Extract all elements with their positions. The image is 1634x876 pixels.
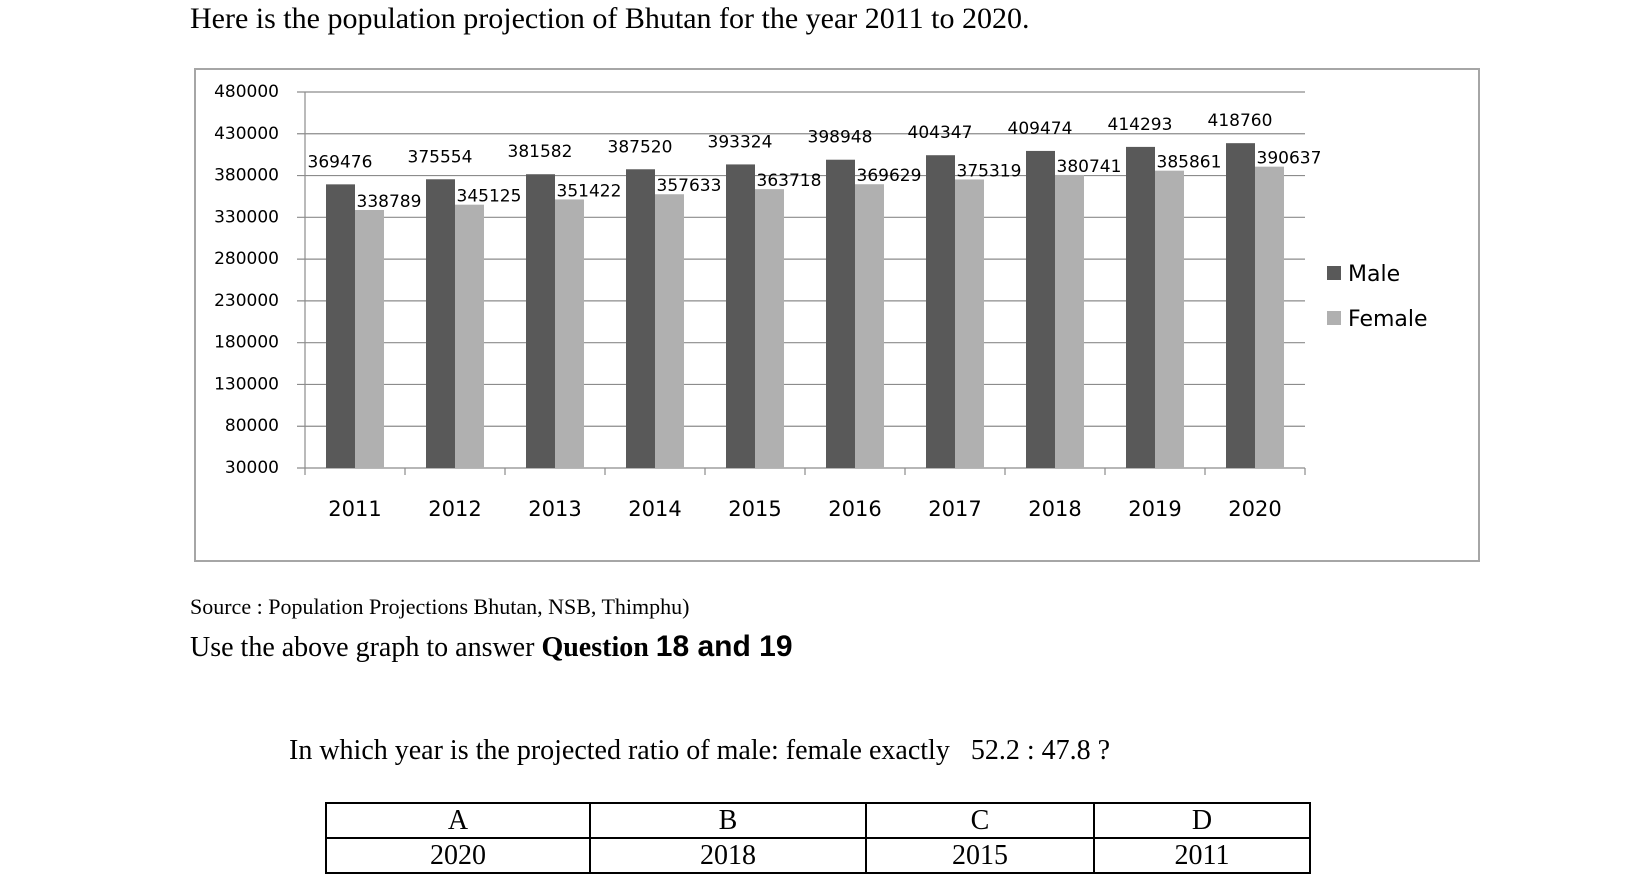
y-tick-label: 30000 xyxy=(225,458,279,478)
x-tick-label: 2016 xyxy=(828,497,881,521)
y-tick-label: 230000 xyxy=(214,291,279,311)
male-bar xyxy=(926,155,955,468)
option-letter: B xyxy=(589,802,867,839)
chart-frame xyxy=(194,68,1480,562)
options-table: A B C D 2020 2018 2015 2011 xyxy=(325,802,1311,874)
female-bar xyxy=(555,199,584,468)
female-data-label: 363718 xyxy=(757,171,822,191)
question-text: In which year is the projected ratio of … xyxy=(289,735,1111,766)
female-bar xyxy=(755,189,784,468)
male-data-label: 369476 xyxy=(308,152,373,172)
female-data-label: 357633 xyxy=(657,176,722,196)
option-value: 2011 xyxy=(1093,837,1311,874)
female-data-label: 351422 xyxy=(557,181,622,201)
male-data-label: 404347 xyxy=(908,123,973,143)
x-tick-label: 2017 xyxy=(928,497,981,521)
population-bar-chart: 480000 430000 380000 330000 280000 230000 1800… xyxy=(214,82,1428,521)
instruction-line: Use the above graph to answer Question 1… xyxy=(190,630,793,664)
y-tick-label: 80000 xyxy=(225,416,279,436)
male-data-label: 375554 xyxy=(408,147,473,167)
option-value: 2020 xyxy=(325,837,591,874)
y-tick-label: 180000 xyxy=(214,333,279,353)
female-data-label: 338789 xyxy=(357,192,422,212)
male-data-label: 381582 xyxy=(508,142,573,162)
female-bar xyxy=(1055,174,1084,468)
instruction-prefix: Use the above graph to answer xyxy=(190,632,542,663)
x-tick-label: 2020 xyxy=(1228,497,1281,521)
female-data-label: 385861 xyxy=(1157,153,1222,173)
male-data-label: 418760 xyxy=(1208,111,1273,131)
male-bar xyxy=(1126,146,1155,468)
x-tick-label: 2018 xyxy=(1028,497,1081,521)
options-letter-row: A B C D xyxy=(325,802,1311,839)
female-bar xyxy=(855,184,884,468)
x-tick-label: 2019 xyxy=(1128,497,1181,521)
x-tick-label: 2011 xyxy=(328,497,381,521)
female-data-label: 345125 xyxy=(457,187,522,207)
male-bar xyxy=(1226,143,1255,468)
y-tick-label: 330000 xyxy=(214,207,279,227)
option-value: 2018 xyxy=(589,837,867,874)
male-bar xyxy=(1026,150,1055,468)
male-bar xyxy=(726,164,755,468)
option-letter: A xyxy=(325,802,591,839)
female-data-label: 380741 xyxy=(1057,157,1122,177)
y-tick-label: 130000 xyxy=(214,374,279,394)
male-bar xyxy=(326,184,355,468)
y-tick-label: 480000 xyxy=(214,82,279,102)
male-data-label: 414293 xyxy=(1108,115,1173,135)
legend-label: Male xyxy=(1348,262,1400,287)
female-data-label: 369629 xyxy=(857,166,922,186)
male-data-label: 393324 xyxy=(708,132,773,152)
x-tick-label: 2014 xyxy=(628,497,681,521)
x-tick-label: 2012 xyxy=(428,497,481,521)
female-bar xyxy=(955,179,984,468)
female-bar xyxy=(455,204,484,468)
female-bar xyxy=(655,194,684,468)
male-bar xyxy=(426,179,455,468)
legend-female-swatch xyxy=(1327,311,1341,325)
intro-text: Here is the population projection of Bhu… xyxy=(190,2,1030,35)
y-tick-label: 280000 xyxy=(214,249,279,269)
y-tick-label: 430000 xyxy=(214,124,279,144)
male-bar xyxy=(626,169,655,468)
male-bar xyxy=(526,174,555,468)
legend-male-swatch xyxy=(1327,266,1341,280)
options-value-row: 2020 2018 2015 2011 xyxy=(325,837,1311,874)
female-data-label: 375319 xyxy=(957,161,1022,181)
option-value: 2015 xyxy=(865,837,1095,874)
option-letter: D xyxy=(1093,802,1311,839)
female-data-label: 390637 xyxy=(1257,149,1322,169)
female-bar xyxy=(1155,170,1184,468)
male-data-label: 409474 xyxy=(1008,119,1073,139)
question-numbers: 18 and 19 xyxy=(655,630,793,663)
female-bar xyxy=(355,209,384,469)
x-tick-label: 2015 xyxy=(728,497,781,521)
question-word: Question xyxy=(541,632,649,663)
source-text: Source : Population Projections Bhutan, … xyxy=(190,594,690,619)
male-bar xyxy=(826,159,855,468)
y-tick-label: 380000 xyxy=(214,166,279,186)
x-tick-label: 2013 xyxy=(528,497,581,521)
male-data-label: 398948 xyxy=(808,128,873,148)
option-letter: C xyxy=(865,802,1095,839)
legend-label: Female xyxy=(1348,307,1428,332)
female-bar xyxy=(1255,166,1284,468)
male-data-label: 387520 xyxy=(608,137,673,157)
